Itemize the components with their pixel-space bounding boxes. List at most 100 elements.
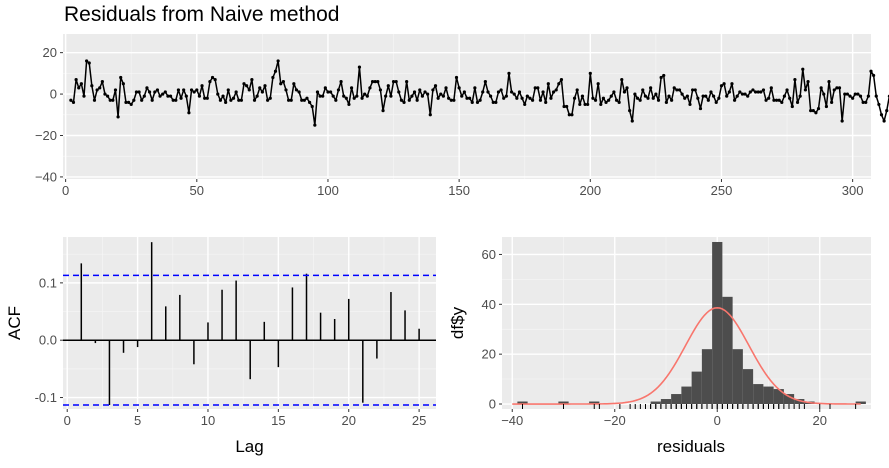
data-point [554,88,558,92]
data-point [357,65,362,69]
data-point [725,94,729,98]
y-tick-labels: -0.1 0.0 0.1 [35,275,63,405]
histogram-bar [742,369,754,405]
histogram-bar [701,349,713,405]
x-tick-labels: 0 50 100 150 200 250 300 [62,179,863,198]
data-point [767,96,771,100]
data-point [184,94,188,98]
data-point [654,92,658,96]
data-point [525,94,529,98]
y-tick-label: 20 [43,45,57,60]
plot-background [502,237,871,409]
histogram-bar [517,401,528,405]
acf-bars [63,242,436,405]
chart-title: Residuals from Naive method [64,3,339,26]
data-point [483,80,487,84]
data-point [273,69,278,73]
data-point [161,92,165,96]
data-point [307,100,312,104]
data-point [672,86,676,90]
data-point [620,77,624,82]
data-point [98,86,102,90]
data-point [391,80,396,84]
x-tick-label: 150 [448,183,470,198]
histogram-bar [753,384,764,405]
data-point [604,100,608,104]
data-point [481,90,485,94]
data-point [221,94,225,98]
confidence-bounds [63,274,436,406]
data-point [142,94,146,98]
x-axis-label: residuals [657,437,725,456]
histogram-bars [517,241,866,405]
data-point [638,98,642,102]
data-point [740,92,745,96]
data-point [92,98,97,102]
data-point [415,98,419,102]
data-point [756,90,760,94]
data-point [347,102,351,107]
series-residuals [69,59,889,127]
data-point [877,102,881,107]
data-point [856,92,860,96]
data-point [263,84,267,88]
y-axis-label: df$y [448,306,467,339]
data-point [864,100,868,104]
data-point [837,86,842,90]
data-point [441,94,445,98]
data-point [242,82,246,86]
data-point [266,98,270,102]
data-point [192,90,196,94]
data-point [646,96,650,100]
data-point [394,80,398,84]
y-tick-label: 60 [482,247,496,262]
data-point [405,80,409,84]
data-point [210,75,215,80]
data-point [607,98,611,102]
y-tick-label: -0.1 [35,390,57,405]
data-point [452,98,456,102]
data-point [187,111,191,115]
data-point [150,98,154,102]
data-point [819,86,823,90]
x-tick-label: 0 [64,413,71,428]
data-point [447,96,451,100]
data-point [774,98,779,102]
data-point [628,109,632,113]
data-point [69,98,73,102]
x-tick-label: 0 [62,183,69,198]
data-point [664,100,668,104]
data-point [478,98,482,102]
data-point [830,100,834,104]
data-point [530,98,535,102]
data-point [641,88,645,92]
histogram-bar [763,386,774,405]
data-point [675,88,679,92]
x-tick-label: 100 [317,183,339,198]
data-point [691,88,695,92]
data-point [153,90,157,94]
data-point [213,77,217,82]
data-point [809,109,813,113]
data-point [105,94,110,98]
data-point [363,92,367,96]
histogram-bar [732,349,743,405]
data-point [428,113,432,117]
data-point [129,102,133,107]
data-point [171,98,175,102]
data-point [565,104,569,109]
data-point [502,96,506,100]
histogram-bar [855,401,866,405]
data-point [546,82,550,86]
data-point [575,88,579,92]
data-point [806,80,810,84]
data-point [74,77,78,82]
data-point [761,88,766,92]
data-point [331,94,335,98]
data-point [297,90,301,94]
acf-plot: 0 5 10 15 20 25 -0.1 0.0 0.1 Lag ACF [5,237,436,456]
gridlines [63,34,871,179]
x-tick-label: 20 [813,413,827,428]
data-point [287,98,291,102]
data-point [845,92,849,96]
